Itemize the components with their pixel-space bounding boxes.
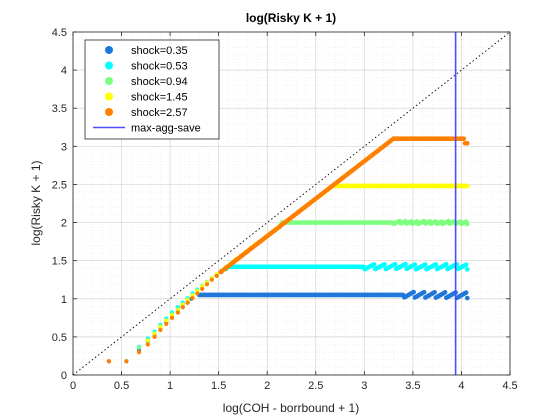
data-point <box>464 221 470 227</box>
x-tick-label: 1.5 <box>211 380 226 392</box>
data-point <box>200 286 205 291</box>
reference-layer <box>72 31 511 376</box>
legend-marker <box>105 77 113 85</box>
x-tick-label: 4 <box>458 380 464 392</box>
data-point <box>145 338 150 343</box>
data-point <box>158 324 163 330</box>
series-shock-2-57 <box>106 136 470 364</box>
legend-marker <box>105 92 113 101</box>
data-point <box>392 261 398 267</box>
data-point <box>412 262 418 267</box>
data-point <box>164 318 169 323</box>
data-point <box>461 136 467 142</box>
data-point <box>432 289 437 295</box>
series-shock-0-35 <box>106 289 470 364</box>
data-point <box>152 334 157 339</box>
tick-layer: 0 0.5 1 1.5 2 2.5 3 3.5 4 4.5 0 0.5 1 1.5 2 2.5 3 3.5 4 4.5 <box>52 27 518 392</box>
legend-box <box>84 39 220 140</box>
data-point <box>164 321 169 327</box>
data-point <box>145 342 150 347</box>
y-tick-label: 3.5 <box>52 103 67 115</box>
plot-frame <box>72 31 511 376</box>
data-point <box>175 310 180 315</box>
x-tick-label: 2 <box>264 380 270 392</box>
data-point <box>403 261 408 267</box>
data-point <box>180 305 185 310</box>
legend-marker <box>105 46 113 54</box>
legend-entry: shock=0.35 <box>131 45 188 57</box>
y-tick-label: 1 <box>61 294 67 306</box>
x-tick-label: 2.5 <box>308 380 323 392</box>
y-tick-label: 0 <box>61 370 67 382</box>
legend: shock=0.35 shock=0.53 shock=0.94 shock=1.45… <box>84 39 220 140</box>
x-tick-label: 3.5 <box>405 380 420 392</box>
data-point <box>158 327 163 333</box>
data-point <box>190 295 195 301</box>
x-tick-label: 4.5 <box>502 380 517 392</box>
data-point <box>371 262 377 267</box>
data-point <box>185 300 190 305</box>
data-point <box>136 350 142 355</box>
data-point <box>464 267 470 272</box>
legend-entry: max-agg-save <box>131 123 201 135</box>
data-point <box>464 295 470 301</box>
data-point <box>152 331 157 336</box>
data-point <box>214 273 219 279</box>
data-point <box>463 290 469 295</box>
data-point <box>204 282 210 287</box>
data-point <box>124 359 129 364</box>
legend-entry: shock=2.57 <box>131 107 188 119</box>
data-point <box>169 315 175 320</box>
legend-marker <box>105 108 113 116</box>
data-point <box>421 289 427 295</box>
data-point <box>382 261 387 267</box>
data-point <box>411 289 416 295</box>
y-axis-label: log(Risky K + 1) <box>29 160 43 245</box>
x-tick-label: 0.5 <box>114 380 129 392</box>
x-axis-label: log(COH - borrbound + 1) <box>223 401 359 415</box>
data-point <box>136 345 142 350</box>
data-layer <box>106 136 470 364</box>
legend-entry: shock=1.45 <box>131 92 188 104</box>
y-tick-label: 1.5 <box>52 256 67 268</box>
data-point <box>463 262 469 268</box>
x-tick-label: 3 <box>361 380 367 392</box>
x-tick-label: 1 <box>167 380 173 392</box>
y-tick-label: 2.5 <box>52 179 67 191</box>
y-tick-label: 0.5 <box>52 332 67 344</box>
y-tick-label: 2 <box>61 218 67 230</box>
legend-marker <box>105 61 113 70</box>
x-tick-label: 0 <box>70 380 76 392</box>
data-point <box>464 140 470 146</box>
data-point <box>442 290 448 295</box>
legend-entry: shock=0.53 <box>131 61 188 73</box>
data-point <box>209 277 214 282</box>
reference-diagonal-line <box>72 31 511 376</box>
y-tick-label: 3 <box>61 141 67 153</box>
legend-entry: shock=0.94 <box>131 76 188 88</box>
data-point <box>464 183 470 189</box>
data-point <box>195 291 200 296</box>
data-point <box>433 262 439 267</box>
y-tick-label: 4 <box>61 65 67 77</box>
y-tick-label: 4.5 <box>52 27 67 39</box>
data-point <box>443 261 449 267</box>
chart-title: log(Risky K + 1) <box>246 11 336 25</box>
data-point <box>106 359 112 364</box>
data-point <box>423 262 428 267</box>
